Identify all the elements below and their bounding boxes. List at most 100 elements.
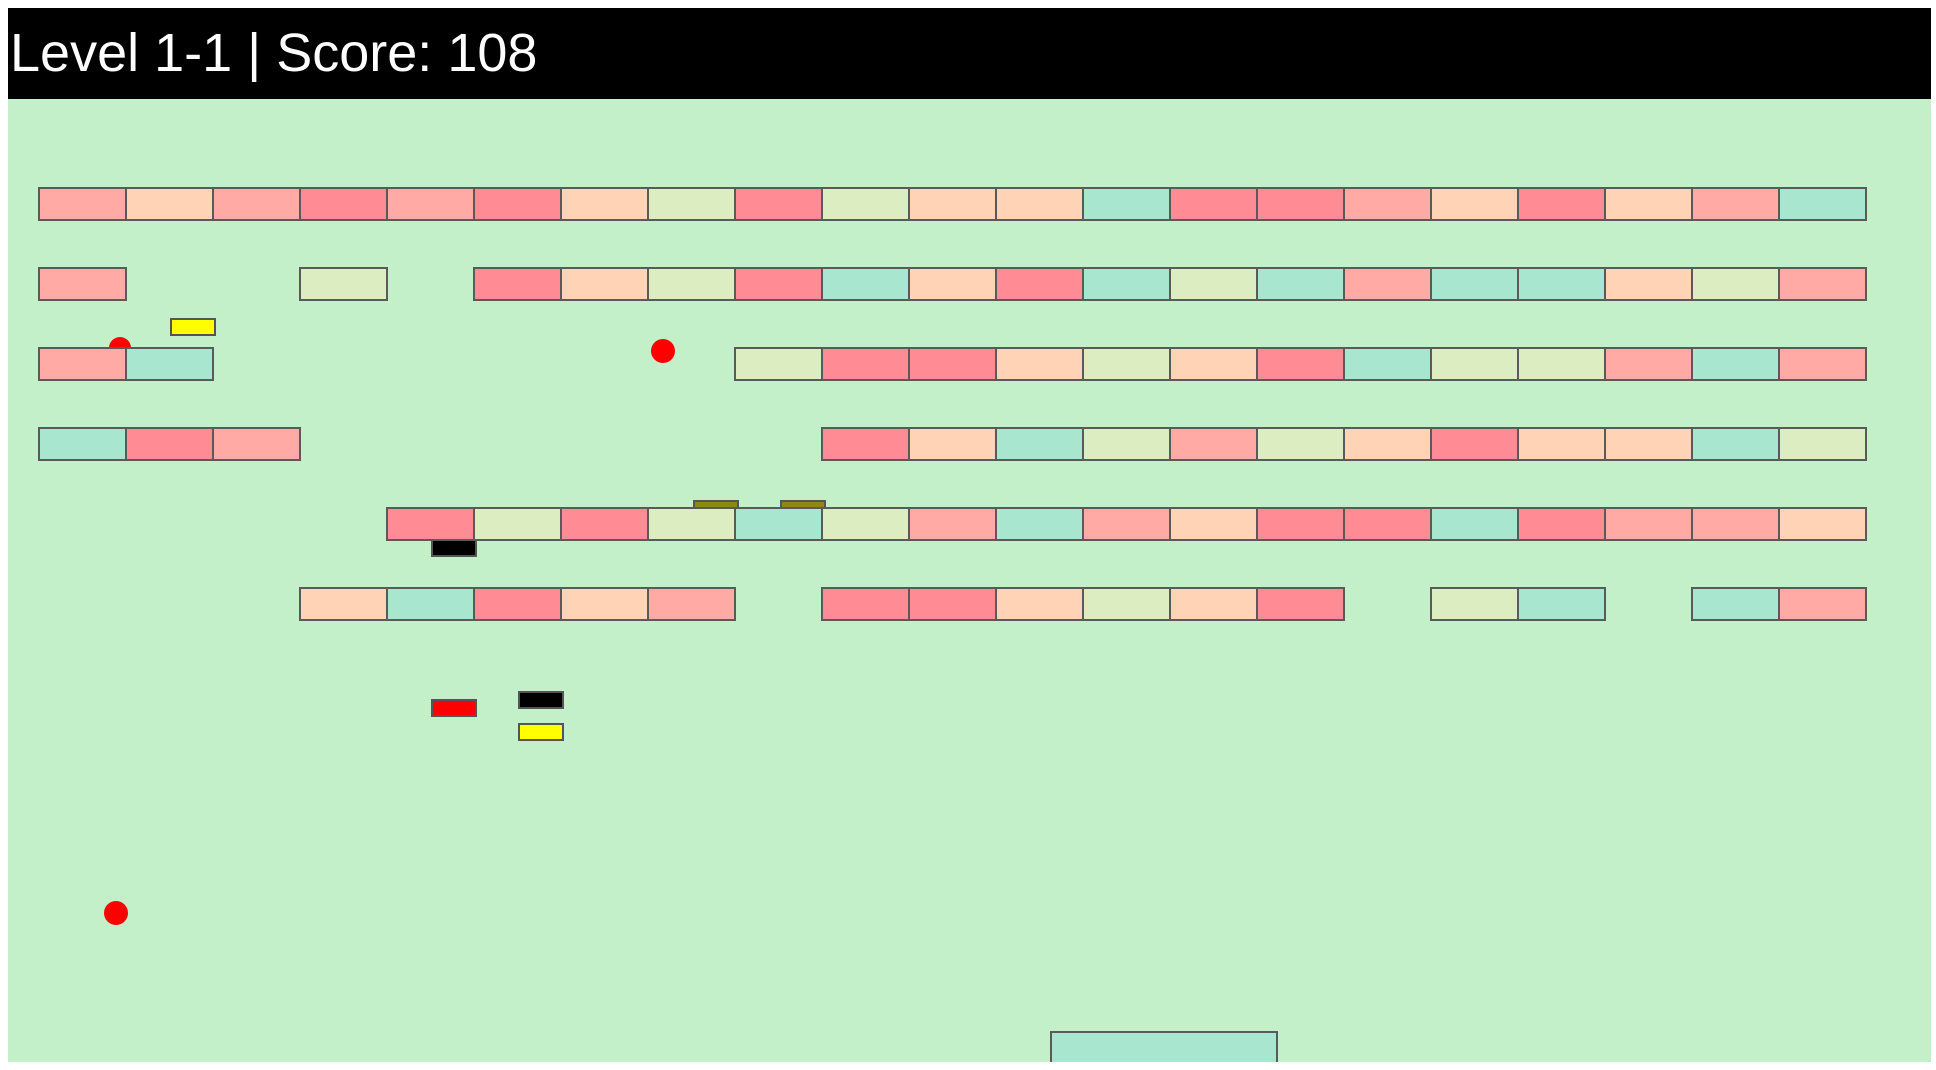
powerup-capsule xyxy=(518,723,564,741)
brick xyxy=(995,267,1084,301)
brick xyxy=(995,427,1084,461)
brick xyxy=(821,507,910,541)
brick xyxy=(1082,267,1171,301)
brick xyxy=(1604,187,1693,221)
brick xyxy=(1169,427,1258,461)
brick xyxy=(1778,187,1867,221)
brick xyxy=(473,267,562,301)
brick xyxy=(212,187,301,221)
brick xyxy=(908,267,997,301)
brick xyxy=(995,187,1084,221)
brick xyxy=(1256,347,1345,381)
playfield[interactable] xyxy=(8,99,1931,1062)
brick xyxy=(386,587,475,621)
brick xyxy=(38,427,127,461)
brick xyxy=(995,507,1084,541)
score-label: Score: xyxy=(276,23,433,83)
brick xyxy=(1604,427,1693,461)
brick xyxy=(1343,427,1432,461)
level-value: 1-1 xyxy=(154,23,233,83)
brick xyxy=(995,347,1084,381)
brick xyxy=(212,427,301,461)
brick xyxy=(1517,347,1606,381)
brick xyxy=(299,187,388,221)
brick xyxy=(1778,427,1867,461)
brick xyxy=(1517,267,1606,301)
brick xyxy=(1082,587,1171,621)
brick xyxy=(1691,267,1780,301)
brick xyxy=(1430,507,1519,541)
brick xyxy=(1169,187,1258,221)
brick xyxy=(38,187,127,221)
brick xyxy=(1517,587,1606,621)
brick xyxy=(821,347,910,381)
brick xyxy=(386,507,475,541)
brick xyxy=(1604,347,1693,381)
brick xyxy=(125,427,214,461)
brick xyxy=(299,587,388,621)
brick xyxy=(1430,587,1519,621)
brick xyxy=(1691,587,1780,621)
paddle xyxy=(1050,1031,1278,1062)
brick xyxy=(1343,267,1432,301)
brick xyxy=(560,267,649,301)
brick xyxy=(908,427,997,461)
brick xyxy=(1169,587,1258,621)
brick xyxy=(647,267,736,301)
brick xyxy=(1691,347,1780,381)
powerup-capsule xyxy=(170,318,216,336)
brick xyxy=(1517,507,1606,541)
brick xyxy=(647,587,736,621)
brick xyxy=(1256,187,1345,221)
brick xyxy=(995,587,1084,621)
brick xyxy=(1778,587,1867,621)
brick xyxy=(1430,427,1519,461)
brick xyxy=(1082,347,1171,381)
brick xyxy=(1256,267,1345,301)
brick xyxy=(560,187,649,221)
playfield-canvas[interactable] xyxy=(8,99,1931,1062)
brick xyxy=(821,187,910,221)
brick xyxy=(1082,507,1171,541)
brick xyxy=(734,347,823,381)
brick xyxy=(1604,267,1693,301)
brick xyxy=(1169,267,1258,301)
brick xyxy=(1430,267,1519,301)
powerup-capsule xyxy=(431,539,477,557)
brick xyxy=(299,267,388,301)
brick xyxy=(908,587,997,621)
brick xyxy=(1778,507,1867,541)
brick xyxy=(734,507,823,541)
score-value: 108 xyxy=(447,23,538,83)
brick xyxy=(1256,427,1345,461)
brick xyxy=(1256,507,1345,541)
brick xyxy=(560,507,649,541)
brick xyxy=(1517,187,1606,221)
brick xyxy=(908,507,997,541)
brick xyxy=(1082,427,1171,461)
brick xyxy=(1517,427,1606,461)
brick xyxy=(1691,427,1780,461)
brick xyxy=(1430,347,1519,381)
brick xyxy=(1343,187,1432,221)
brick xyxy=(560,587,649,621)
brick xyxy=(1169,347,1258,381)
brick xyxy=(1778,347,1867,381)
brick xyxy=(647,187,736,221)
brick xyxy=(473,507,562,541)
ball xyxy=(104,901,128,925)
brick xyxy=(1343,507,1432,541)
brick xyxy=(821,427,910,461)
brick xyxy=(734,187,823,221)
brick xyxy=(1778,267,1867,301)
powerup-capsule xyxy=(431,699,477,717)
brick xyxy=(1082,187,1171,221)
brick xyxy=(647,507,736,541)
ball xyxy=(651,339,675,363)
brick xyxy=(821,267,910,301)
brick xyxy=(908,347,997,381)
brick xyxy=(1343,347,1432,381)
brick xyxy=(38,347,127,381)
brick xyxy=(908,187,997,221)
brick xyxy=(821,587,910,621)
